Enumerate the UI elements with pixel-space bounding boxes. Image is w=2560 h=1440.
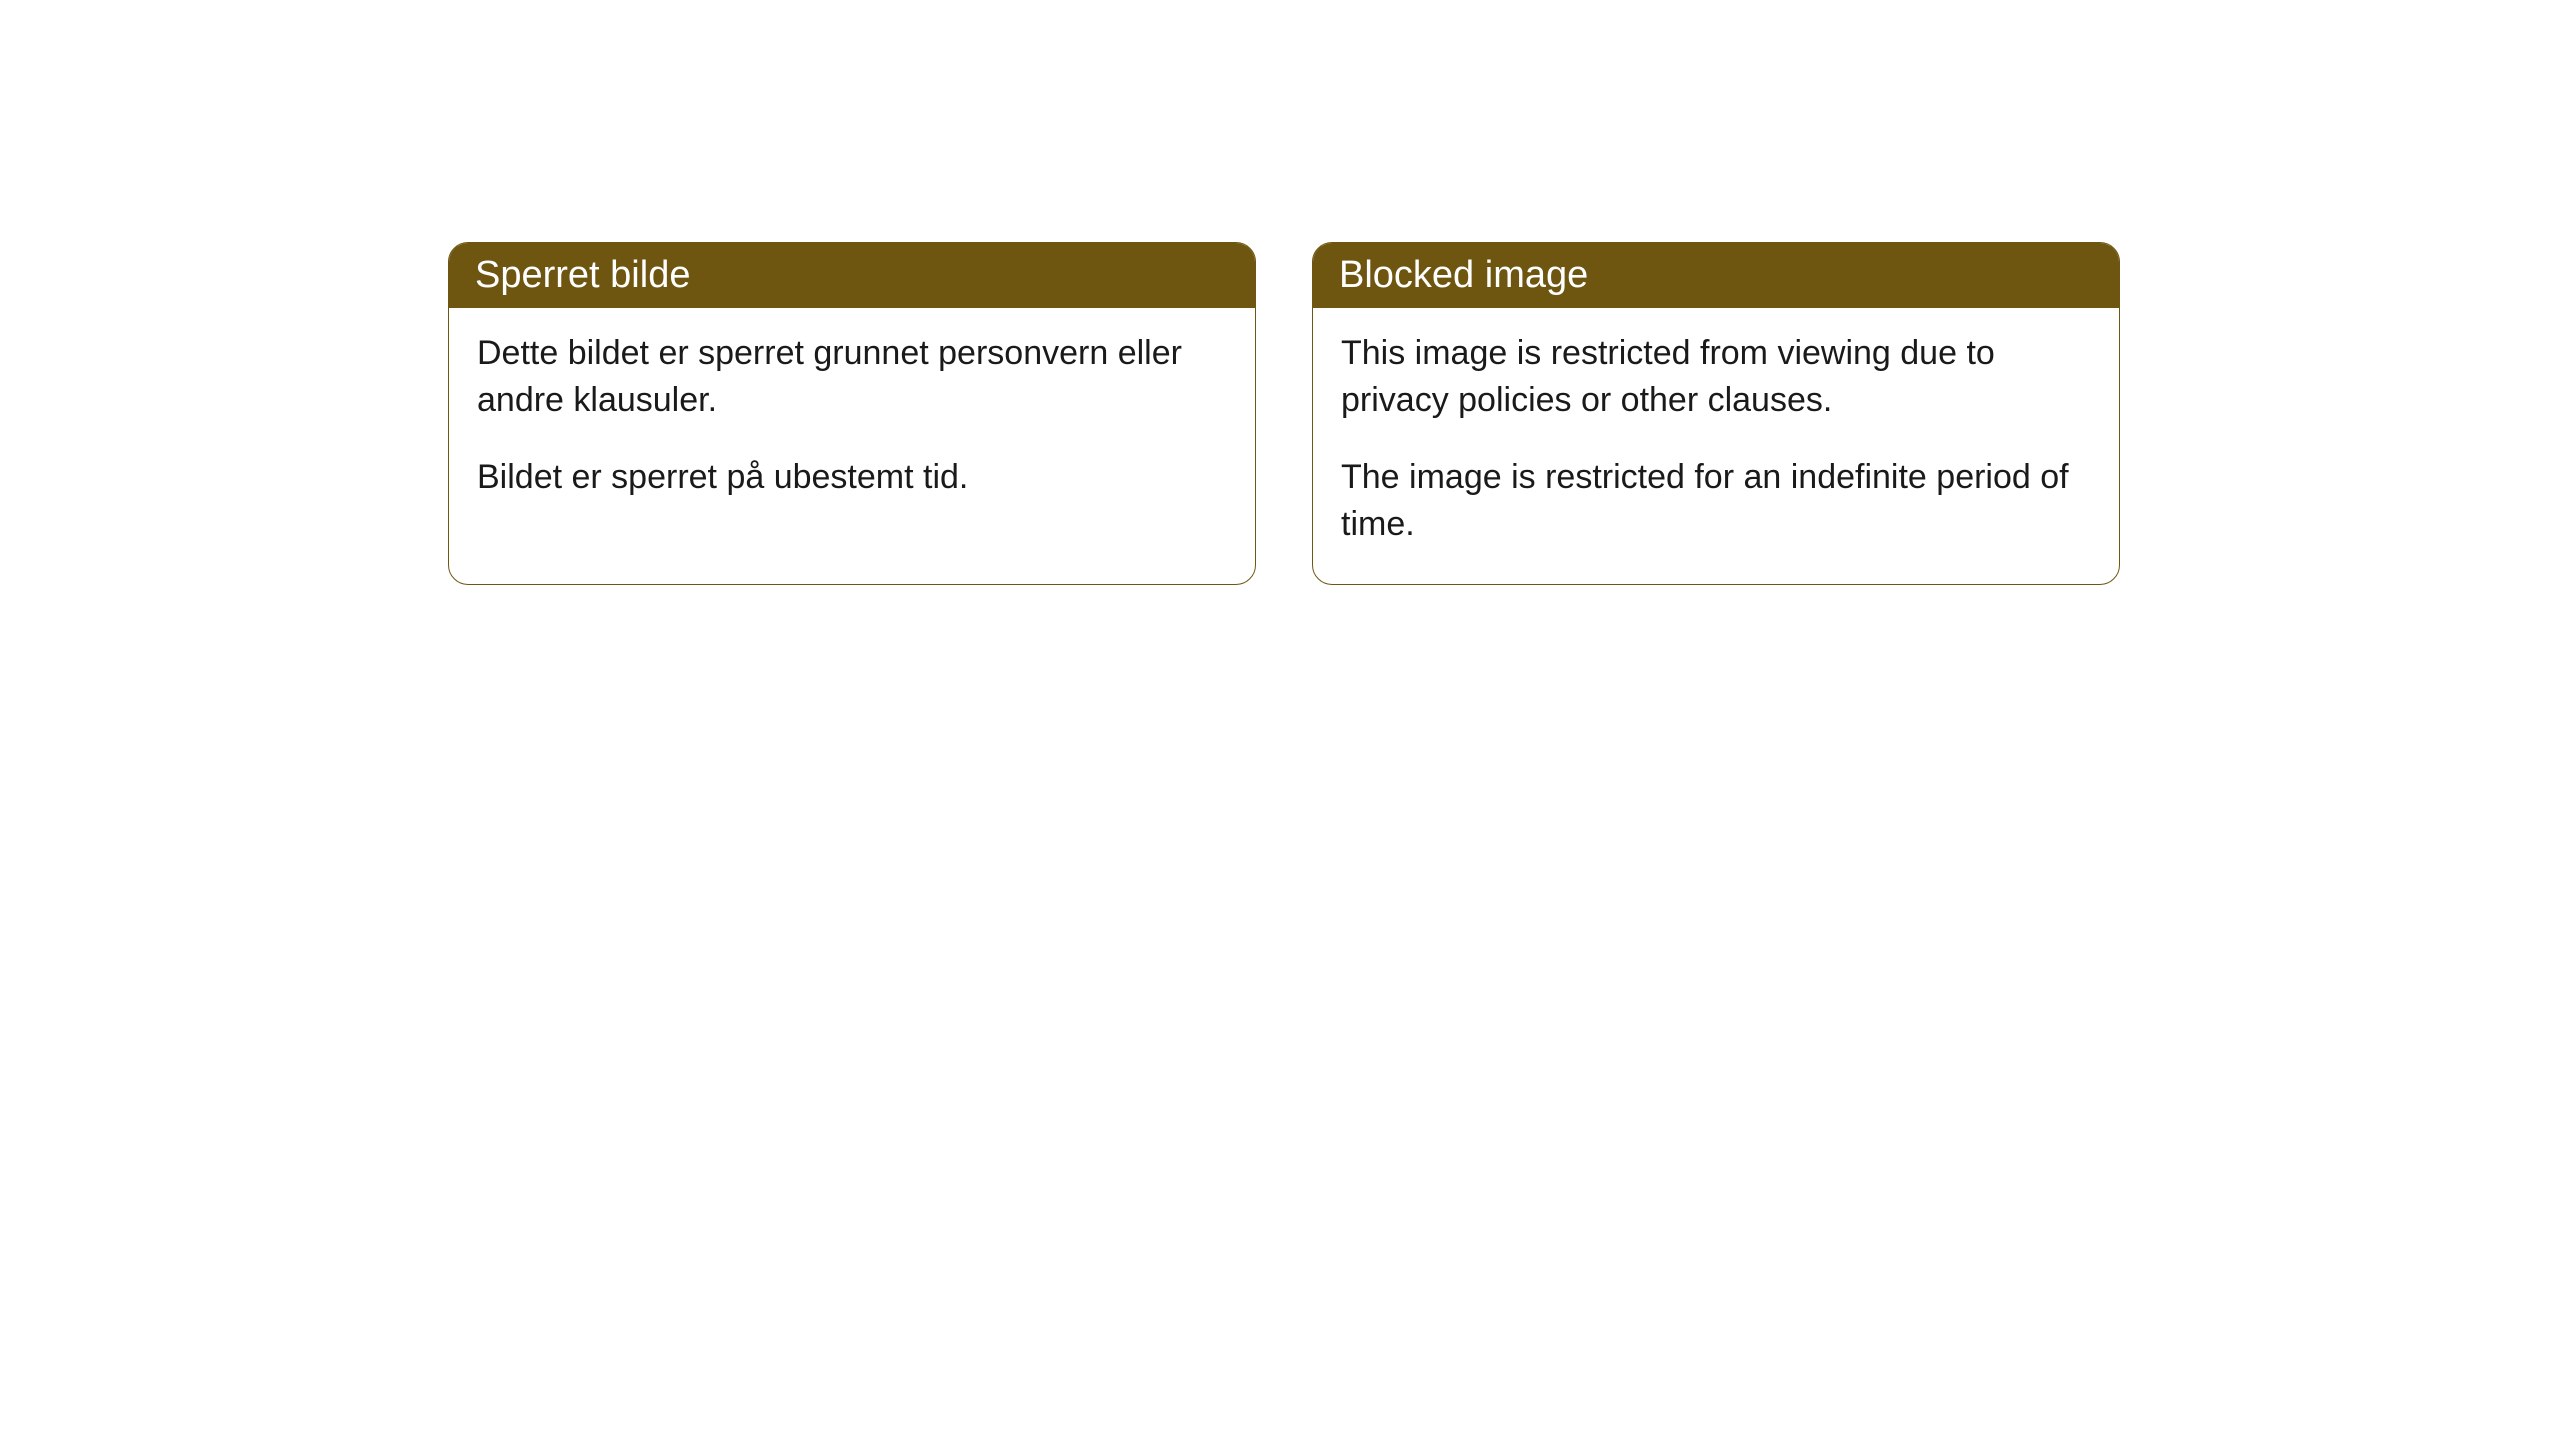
card-header-en: Blocked image xyxy=(1313,243,2119,308)
card-title-en: Blocked image xyxy=(1339,254,1588,296)
card-text-en-1: This image is restricted from viewing du… xyxy=(1341,330,2091,424)
card-body-en: This image is restricted from viewing du… xyxy=(1313,308,2119,584)
cards-container: Sperret bilde Dette bildet er sperret gr… xyxy=(0,0,2560,585)
card-text-en-2: The image is restricted for an indefinit… xyxy=(1341,454,2091,548)
card-body-no: Dette bildet er sperret grunnet personve… xyxy=(449,308,1255,537)
card-header-no: Sperret bilde xyxy=(449,243,1255,308)
blocked-image-card-en: Blocked image This image is restricted f… xyxy=(1312,242,2120,585)
card-title-no: Sperret bilde xyxy=(475,254,690,296)
card-text-no-2: Bildet er sperret på ubestemt tid. xyxy=(477,454,1227,501)
card-text-no-1: Dette bildet er sperret grunnet personve… xyxy=(477,330,1227,424)
blocked-image-card-no: Sperret bilde Dette bildet er sperret gr… xyxy=(448,242,1256,585)
